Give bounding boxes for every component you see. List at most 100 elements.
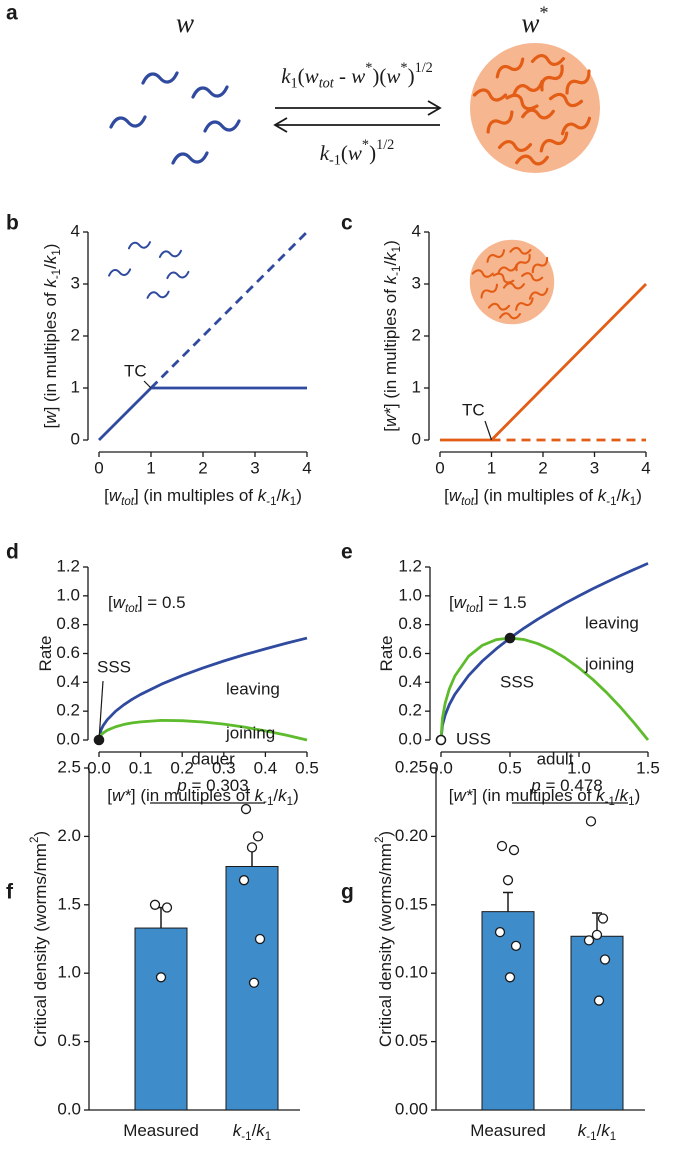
x-axis-label: [w*] (in multiples of k-1/k1) — [449, 786, 641, 808]
text-run: w — [113, 593, 127, 612]
y-tick-label: 4 — [71, 221, 80, 240]
y-axis-label: [w*] (in multiples of k-1/k1) — [381, 240, 403, 432]
data-point — [248, 977, 260, 988]
y-tick-label: 0.20 — [395, 826, 428, 845]
x-tick-label: 1.0 — [567, 758, 591, 777]
x-tick-label: 0.0 — [429, 758, 453, 777]
x-tick-label: 0.5 — [498, 758, 522, 777]
text-run: -1 — [241, 1131, 251, 1143]
text-run: ] (in multiples of — [131, 786, 255, 805]
panel-letter: g — [341, 881, 354, 904]
text-run: 1 — [391, 246, 403, 252]
series-line — [98, 386, 307, 441]
y-tick-label: 2.0 — [57, 826, 81, 845]
text-run: ] = 0.5 — [138, 593, 186, 612]
text-run: Measured — [470, 1121, 546, 1140]
annotation: TC — [124, 361, 147, 380]
x-tick-label: 2 — [538, 458, 547, 477]
panel-letter: c — [341, 212, 353, 235]
y-tick-label: 0.25 — [395, 757, 428, 776]
text-run: 1 — [610, 1131, 616, 1143]
steady-state-point — [504, 632, 516, 644]
text-run: ( — [298, 64, 305, 88]
text-run: 1/2 — [415, 60, 433, 76]
y-tick-label: 0.0 — [57, 1099, 81, 1118]
text-run: k — [258, 486, 268, 505]
text-run: ) — [636, 486, 642, 505]
x-tick-label: 0.2 — [170, 758, 194, 777]
text-run: 1 — [265, 1131, 271, 1143]
worm-cluster — [468, 41, 602, 175]
data-point — [161, 902, 173, 913]
text-run: k — [320, 141, 330, 165]
chart-title: adult — [537, 749, 574, 768]
y-tick-label: 1.2 — [56, 556, 80, 575]
text-run: Rate — [377, 636, 396, 672]
text-run: k — [281, 486, 291, 505]
y-tick-label: 4 — [412, 221, 421, 240]
text-run: * — [539, 3, 548, 23]
data-point — [252, 831, 264, 842]
y-tick-label: 2 — [71, 325, 80, 344]
text-run: -1 — [606, 496, 616, 508]
text-run: / — [381, 261, 400, 266]
y-axis-label: Critical density (worms/mm2) — [374, 831, 396, 1047]
text-run: w — [351, 64, 365, 88]
text-run: ] (in multiples of — [134, 486, 258, 505]
point-label: SSS — [500, 672, 534, 691]
series-line — [439, 636, 650, 741]
text-run: ) — [376, 831, 395, 837]
free-worms — [109, 71, 241, 165]
text-run: ) — [31, 831, 50, 837]
y-tick-label: 0.6 — [56, 643, 80, 662]
data-point — [155, 972, 167, 983]
bar — [134, 927, 188, 1111]
point-label: USS — [456, 729, 491, 748]
data-point — [510, 940, 522, 951]
species-label: w — [176, 8, 194, 38]
text-run: tot — [319, 76, 335, 92]
text-run: * — [365, 60, 372, 76]
species-label: w* — [521, 3, 548, 38]
y-tick-label: 1.0 — [57, 963, 81, 982]
text-run: k — [256, 1121, 266, 1140]
series-label: joining — [584, 654, 634, 673]
x-tick-label: 0.1 — [129, 758, 153, 777]
y-tick-label: 1.2 — [398, 556, 422, 575]
text-run: 1 — [287, 796, 293, 808]
text-run: k — [601, 1121, 611, 1140]
text-run: [ — [444, 486, 449, 505]
text-run: 1 — [630, 496, 636, 508]
y-tick-label: 0.05 — [395, 1031, 428, 1050]
text-run: / — [617, 486, 622, 505]
data-point — [583, 935, 595, 946]
free-worms-icon — [108, 241, 190, 299]
text-run: / — [277, 486, 282, 505]
panel-letter: d — [6, 541, 19, 564]
y-tick-label: 0 — [412, 429, 421, 448]
annotation-leader — [484, 420, 493, 441]
text-run: w — [521, 8, 539, 38]
annotation: TC — [462, 400, 485, 419]
text-run: 1 — [51, 249, 63, 255]
text-run: w — [454, 593, 468, 612]
text-run: 2 — [374, 837, 386, 843]
bar — [570, 935, 624, 1111]
x-tick-label: k-1/k1 — [578, 1121, 616, 1143]
text-run: tot — [121, 496, 135, 508]
x-tick-label: 4 — [302, 458, 311, 477]
x-tick-label: 0.3 — [212, 758, 236, 777]
text-run: w — [41, 410, 60, 424]
steady-state-point — [435, 734, 447, 746]
text-run: = 0.478 — [541, 776, 603, 795]
y-tick-label: 0.00 — [395, 1099, 428, 1118]
text-run: k — [621, 486, 631, 505]
y-tick-label: 0.4 — [56, 672, 80, 691]
text-run: tot — [125, 603, 139, 615]
series-line — [150, 231, 308, 389]
text-run: 1 — [290, 496, 296, 508]
series-label: leaving — [585, 613, 639, 632]
data-point — [246, 842, 258, 853]
x-tick-label: 0.4 — [254, 758, 278, 777]
text-run: ] (in multiples of — [472, 786, 596, 805]
